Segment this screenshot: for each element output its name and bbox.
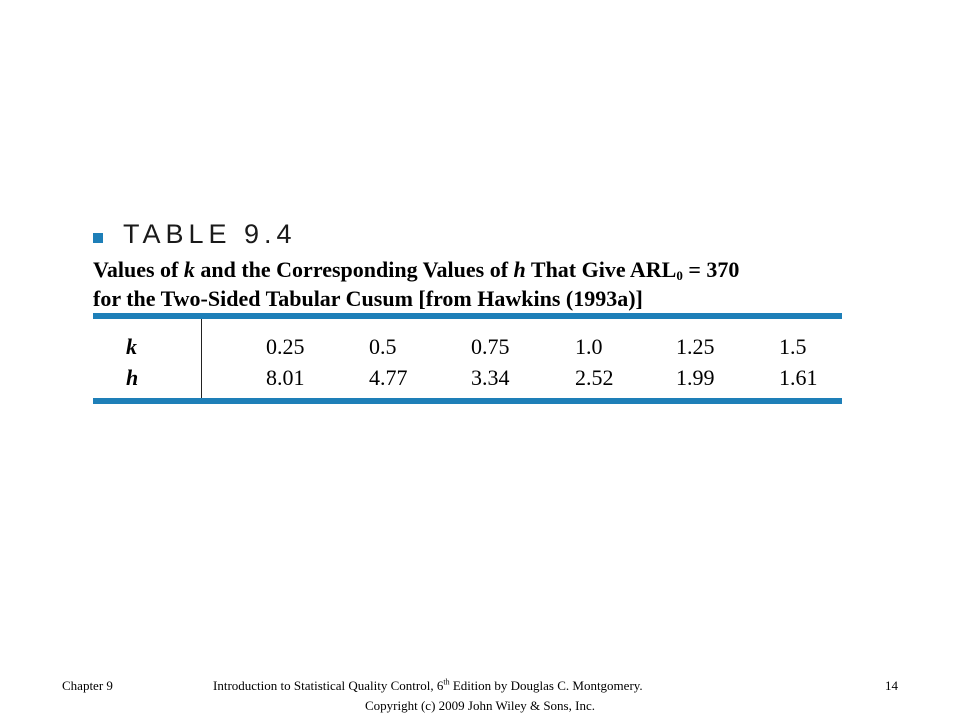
square-bullet-icon [93,232,103,243]
table-cell: 1.5 [779,334,807,359]
caption-text-2: and the Corresponding Values of [194,257,514,282]
row-label-h: h [126,365,139,390]
table-caption: Values of k and the Corresponding Values… [93,255,853,313]
table-cell: 0.75 [471,334,510,359]
citation-text: Introduction to Statistical Quality Cont… [213,678,444,693]
citation-superscript: th [443,677,450,687]
page-number: 14 [885,678,898,693]
row-label-k: k [126,334,137,359]
caption-subscript: 0 [676,268,683,283]
table-cell: 4.77 [369,365,408,390]
table-heading: TABLE 9.4 [93,219,297,250]
table-cell: 2.52 [575,365,614,390]
table-cell: 8.01 [266,365,305,390]
caption-text-1: Values of [93,257,184,282]
table-label: TABLE 9.4 [123,219,297,249]
caption-line-2: for the Two-Sided Tabular Cusum [from Ha… [93,286,643,311]
caption-line-1: Values of k and the Corresponding Values… [93,255,853,284]
table-cell: 1.0 [575,334,603,359]
footer-copyright: Copyright (c) 2009 John Wiley & Sons, In… [365,698,595,713]
table-cell: 3.34 [471,365,510,390]
table-cell: 1.99 [676,365,715,390]
caption-var-h: h [513,257,526,282]
footer-chapter: Chapter 9 [62,678,113,693]
caption-text-4: = 370 [682,257,740,282]
caption-text-3: That Give ARL [525,257,677,282]
table-cell: 1.25 [676,334,715,359]
table-bottom-rule [93,398,842,404]
table-top-rule [93,313,842,319]
footer-citation: Introduction to Statistical Quality Cont… [213,678,753,694]
caption-var-k: k [183,257,195,282]
citation-text-end: Edition by Douglas C. Montgomery. [449,678,643,693]
table-vertical-divider [201,319,202,398]
table-cell: 0.25 [266,334,305,359]
table-cell: 1.61 [779,365,818,390]
table-cell: 0.5 [369,334,397,359]
